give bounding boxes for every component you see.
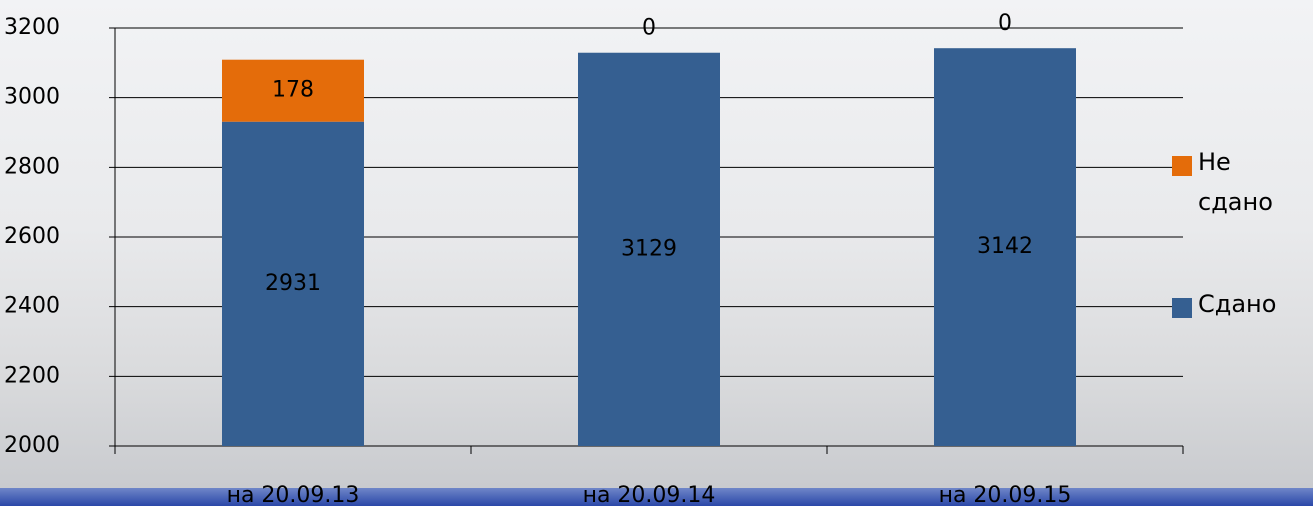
plot: 2000 2200 2400 2600 2800 3000 3200 на 20.09.13 2… — [0, 0, 1313, 506]
y-tick-label: 2200 — [4, 363, 60, 388]
legend-swatch — [1172, 298, 1192, 318]
x-tick-label: на 20.09.15 — [939, 483, 1072, 506]
y-tick-label: 2600 — [4, 224, 60, 249]
legend-item: Сдано — [1172, 292, 1313, 324]
y-tick-label: 3000 — [4, 85, 60, 110]
data-label: 3129 — [621, 236, 677, 261]
data-label: 0 — [998, 11, 1012, 36]
y-tick-label: 3200 — [4, 15, 60, 40]
legend-swatch — [1172, 156, 1192, 176]
y-tick-label: 2800 — [4, 154, 60, 179]
x-tick-label: на 20.09.14 — [583, 483, 716, 506]
x-tick-label: на 20.09.13 — [227, 483, 360, 506]
chart: 2000 2200 2400 2600 2800 3000 3200 на 20.09.13 2… — [0, 0, 1313, 506]
legend-item: Не сдано — [1172, 150, 1313, 222]
y-tick-label: 2400 — [4, 294, 60, 319]
data-label: 0 — [642, 16, 656, 41]
data-label: 178 — [272, 78, 314, 103]
data-label: 2931 — [265, 271, 321, 296]
legend-label: Не сдано — [1198, 142, 1313, 222]
y-tick-label: 2000 — [4, 433, 60, 458]
legend-label: Сдано — [1198, 284, 1313, 324]
data-label: 3142 — [977, 234, 1033, 259]
